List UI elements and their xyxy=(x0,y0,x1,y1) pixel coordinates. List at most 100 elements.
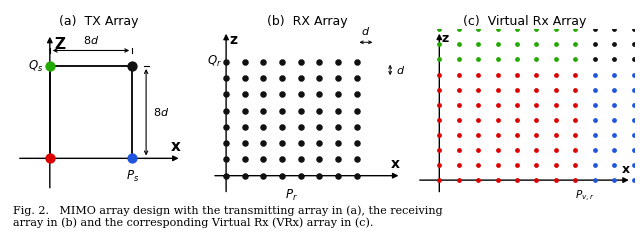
Text: $\mathbf{z}$: $\mathbf{z}$ xyxy=(441,31,450,45)
Point xyxy=(551,12,561,16)
Point xyxy=(628,178,639,182)
Point xyxy=(531,58,541,61)
Point xyxy=(493,42,503,46)
Point xyxy=(239,174,250,178)
Point xyxy=(221,92,231,96)
Point xyxy=(434,12,444,16)
Point xyxy=(239,60,250,64)
Point xyxy=(277,92,287,96)
Point xyxy=(351,109,362,112)
Point xyxy=(454,72,464,76)
Point xyxy=(589,133,600,137)
Point xyxy=(434,58,444,61)
Point xyxy=(589,0,600,1)
Point xyxy=(628,88,639,92)
Point xyxy=(351,141,362,145)
Point xyxy=(570,148,580,152)
Point xyxy=(628,27,639,31)
Text: $\mathbf{z}$: $\mathbf{z}$ xyxy=(229,32,238,47)
Text: $Q_r$: $Q_r$ xyxy=(207,54,222,69)
Point xyxy=(628,0,639,1)
Point xyxy=(454,0,464,1)
Point xyxy=(570,42,580,46)
Point xyxy=(454,148,464,152)
Point xyxy=(314,125,324,129)
Point xyxy=(333,174,343,178)
Point xyxy=(454,103,464,107)
Point xyxy=(434,0,444,1)
Point xyxy=(473,178,483,182)
Point xyxy=(551,133,561,137)
Point xyxy=(512,103,522,107)
Point xyxy=(609,72,620,76)
Point xyxy=(589,118,600,122)
Point xyxy=(259,60,269,64)
Point xyxy=(512,163,522,167)
Point xyxy=(239,109,250,112)
Point xyxy=(314,76,324,80)
Point xyxy=(551,118,561,122)
Point xyxy=(589,58,600,61)
Point xyxy=(314,109,324,112)
Point xyxy=(531,42,541,46)
Point xyxy=(473,27,483,31)
Point xyxy=(589,103,600,107)
Title: (c)  Virtual Rx Array: (c) Virtual Rx Array xyxy=(463,15,586,28)
Point xyxy=(296,125,306,129)
Point xyxy=(239,76,250,80)
Point xyxy=(609,58,620,61)
Point xyxy=(434,178,444,182)
Point xyxy=(351,157,362,161)
Point xyxy=(454,133,464,137)
Text: $\mathbf{x}$: $\mathbf{x}$ xyxy=(170,139,182,154)
Point xyxy=(512,42,522,46)
Point xyxy=(454,12,464,16)
Point xyxy=(570,58,580,61)
Point xyxy=(296,157,306,161)
Point xyxy=(314,141,324,145)
Point xyxy=(493,88,503,92)
Point xyxy=(127,64,137,68)
Point xyxy=(570,12,580,16)
Point xyxy=(434,148,444,152)
Point xyxy=(239,92,250,96)
Point xyxy=(434,103,444,107)
Point xyxy=(570,72,580,76)
Point xyxy=(570,178,580,182)
Point xyxy=(609,12,620,16)
Point xyxy=(314,60,324,64)
Text: $8d$: $8d$ xyxy=(83,34,99,46)
Point xyxy=(221,174,231,178)
Point xyxy=(221,141,231,145)
Point xyxy=(259,157,269,161)
Point xyxy=(551,103,561,107)
Point xyxy=(512,27,522,31)
Point xyxy=(493,58,503,61)
Point xyxy=(277,174,287,178)
Point xyxy=(333,157,343,161)
Point xyxy=(628,72,639,76)
Text: $P_r$: $P_r$ xyxy=(285,188,298,203)
Point xyxy=(609,118,620,122)
Point xyxy=(493,133,503,137)
Point xyxy=(531,72,541,76)
Title: (b)  RX Array: (b) RX Array xyxy=(267,15,348,28)
Point xyxy=(609,103,620,107)
Point xyxy=(351,60,362,64)
Point xyxy=(570,0,580,1)
Point xyxy=(609,0,620,1)
Point xyxy=(296,109,306,112)
Point xyxy=(628,163,639,167)
Point xyxy=(296,141,306,145)
Point xyxy=(531,118,541,122)
Point xyxy=(551,42,561,46)
Point xyxy=(531,0,541,1)
Point xyxy=(512,72,522,76)
Point xyxy=(454,118,464,122)
Point xyxy=(493,72,503,76)
Point xyxy=(351,174,362,178)
Point xyxy=(473,72,483,76)
Point xyxy=(589,88,600,92)
Point xyxy=(473,163,483,167)
Point xyxy=(333,76,343,80)
